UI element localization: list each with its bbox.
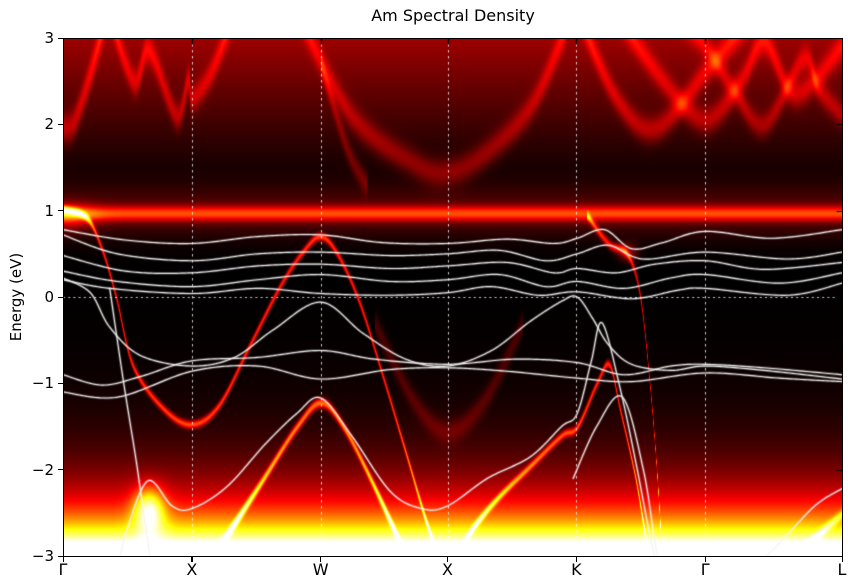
y-tick-label: −1 xyxy=(31,374,54,393)
x-tick-label: X xyxy=(442,560,453,579)
y-tick-label: 1 xyxy=(44,201,54,220)
spectral-density-heatmap xyxy=(63,38,843,557)
x-tick-mark xyxy=(704,557,706,562)
y-tick-mark xyxy=(58,210,63,212)
x-tick-mark xyxy=(447,557,449,562)
y-tick-mark xyxy=(58,123,63,126)
plot-title: Am Spectral Density xyxy=(371,6,535,25)
y-tick-label: 2 xyxy=(44,115,54,134)
x-tick-label: L xyxy=(837,560,847,579)
x-tick-mark xyxy=(62,557,64,562)
x-tick-mark xyxy=(841,557,843,562)
x-tick-mark xyxy=(320,557,322,562)
x-tick-label: W xyxy=(312,560,329,579)
y-tick-label: −3 xyxy=(31,547,54,565)
x-tick-label: K xyxy=(571,560,582,579)
y-tick-label: −2 xyxy=(31,460,54,479)
y-tick-mark xyxy=(58,37,63,39)
x-tick-mark xyxy=(575,557,578,562)
x-tick-label: Γ xyxy=(700,560,710,579)
y-tick-label: 3 xyxy=(44,29,54,47)
y-tick-mark xyxy=(58,555,63,557)
x-tick-mark xyxy=(191,557,193,562)
y-tick-label: 0 xyxy=(44,288,54,306)
x-tick-label: X xyxy=(186,560,198,579)
plot-area xyxy=(63,38,843,557)
y-tick-mark xyxy=(58,382,63,385)
y-tick-mark xyxy=(58,469,63,471)
x-tick-label: Γ xyxy=(58,560,68,579)
y-tick-mark xyxy=(58,296,63,298)
